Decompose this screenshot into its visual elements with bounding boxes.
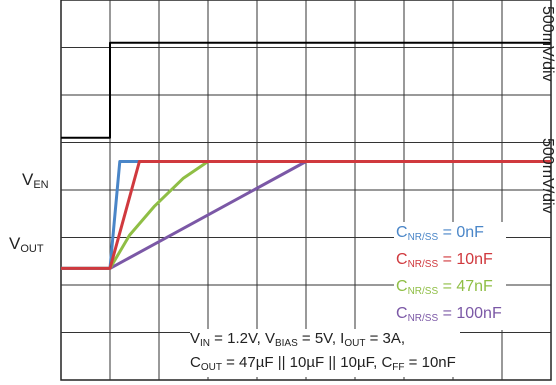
legend-entry-0nf: CNR/SS = 0nF	[396, 224, 484, 243]
legend-entry-10nf: CNR/SS = 10nF	[396, 251, 493, 270]
test-conditions: VIN = 1.2V, VBIAS = 5V, IOUT = 3A, COUT …	[190, 329, 460, 377]
conditions-line-1: VIN = 1.2V, VBIAS = 5V, IOUT = 3A,	[190, 330, 406, 349]
trace-en	[61, 41, 551, 139]
trace-cnr-ss-10nf	[61, 160, 551, 270]
legend-entry-47nf: CNR/SS = 47nF	[396, 278, 493, 297]
conditions-line-2: COUT = 47µF || 10µF || 10µF, CFF = 10nF	[190, 354, 456, 373]
scale-label-1: 500mV/div	[539, 6, 556, 82]
scale-label-2: 500mV/div	[539, 138, 556, 214]
traces	[61, 41, 551, 270]
vout-channel-label: VOUT	[9, 234, 44, 255]
legend: CNR/SS = 0nF CNR/SS = 10nF CNR/SS = 47nF…	[394, 222, 506, 330]
ven-channel-label: VEN	[22, 170, 49, 191]
legend-entry-100nf: CNR/SS = 100nF	[396, 305, 502, 324]
